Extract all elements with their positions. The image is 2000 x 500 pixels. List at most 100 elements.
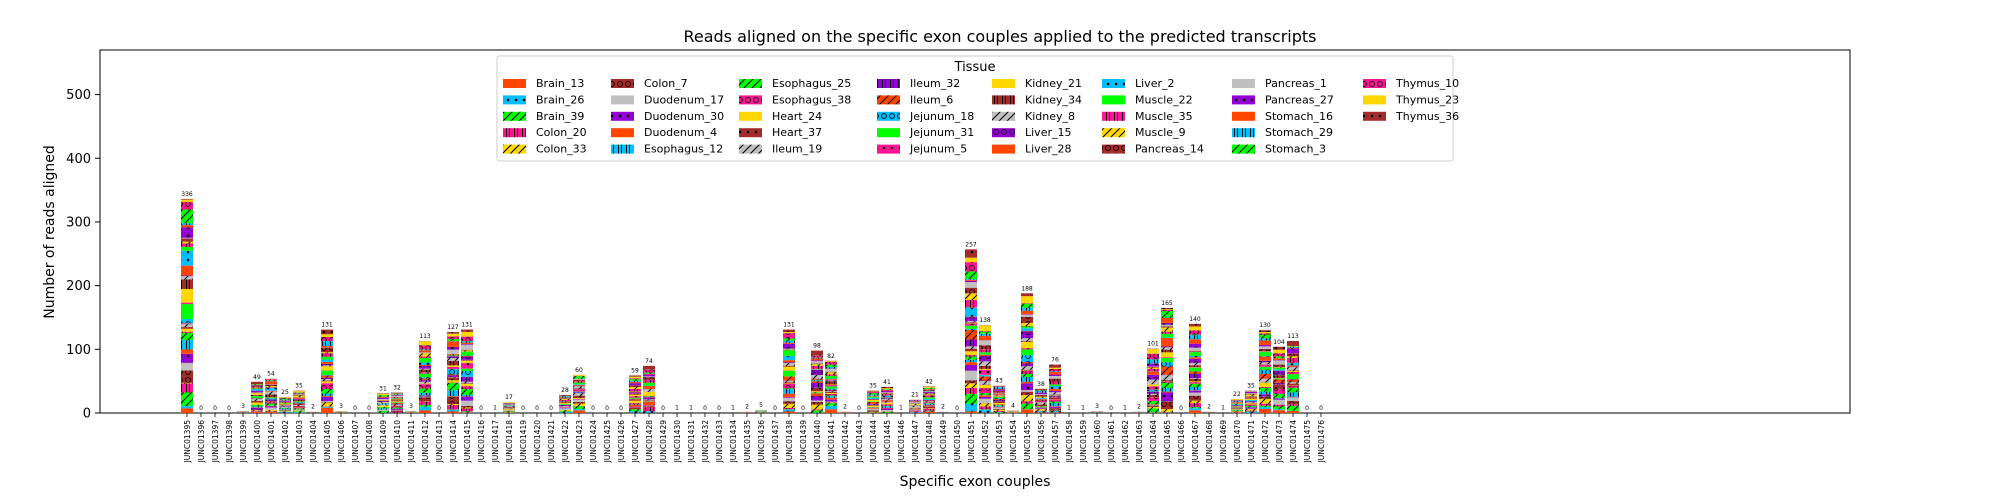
- legend-swatch: [1102, 144, 1125, 154]
- bar-segment: [979, 396, 991, 399]
- bar-segment: [1021, 316, 1033, 323]
- bar-total-label: 21: [911, 392, 919, 399]
- bar-segment: [811, 387, 823, 392]
- bar-segment: [1273, 353, 1285, 357]
- bar-segment: [881, 402, 893, 405]
- bar-total-label: 0: [955, 405, 959, 412]
- bar-segment: [391, 402, 403, 404]
- bar-segment: [181, 408, 193, 413]
- bar-segment: [881, 388, 893, 390]
- bar-segment: [1049, 367, 1061, 370]
- bar-segment: [391, 401, 403, 402]
- bar-segment: [923, 398, 935, 400]
- legend-label: Liver_28: [1025, 143, 1071, 156]
- bar-stack: [923, 386, 935, 413]
- bar-segment: [881, 410, 893, 412]
- bar-segment: [1189, 334, 1201, 336]
- bar-segment: [783, 383, 795, 389]
- bar-segment: [321, 353, 333, 357]
- bar-segment: [293, 393, 305, 395]
- x-tick-label: JUNC01419: [519, 420, 528, 464]
- legend-swatch: [877, 111, 900, 121]
- bar-segment: [391, 411, 403, 413]
- bar-segment: [965, 339, 977, 347]
- bar-segment: [461, 389, 473, 395]
- bar-segment: [181, 246, 193, 251]
- bar-segment: [811, 363, 823, 365]
- bar-segment: [447, 336, 459, 339]
- bar-segment: [1287, 404, 1299, 406]
- bar-segment: [293, 405, 305, 407]
- bar-segment: [965, 249, 977, 258]
- bar-segment: [629, 404, 641, 407]
- bar-segment: [643, 407, 655, 412]
- bar-segment: [909, 406, 921, 408]
- bar-stack: [629, 375, 641, 413]
- bar-segment: [909, 408, 921, 410]
- bar-segment: [447, 382, 459, 391]
- bar-segment: [993, 406, 1005, 408]
- bar-segment: [811, 392, 823, 394]
- bar-segment: [1161, 387, 1173, 392]
- bar-segment: [377, 397, 389, 400]
- bar-segment: [461, 356, 473, 360]
- bar-segment: [321, 356, 333, 360]
- bar-segment: [811, 361, 823, 364]
- bar-segment: [419, 378, 431, 381]
- bar-segment: [783, 409, 795, 412]
- bar-segment: [979, 376, 991, 381]
- legend-item: Liver_2: [1102, 77, 1174, 90]
- bar-total-label: 101: [1147, 341, 1159, 348]
- bar-segment: [181, 276, 193, 280]
- bar-segment: [181, 227, 193, 238]
- bar-segment: [1021, 403, 1033, 410]
- bar-segment: [1161, 327, 1173, 332]
- bar-segment: [181, 353, 193, 363]
- legend-label: Thymus_10: [1395, 77, 1459, 90]
- bar-total-label: 1: [1221, 404, 1225, 411]
- bar-segment: [881, 393, 893, 395]
- bar-stack: [251, 381, 263, 413]
- bar-segment: [811, 409, 823, 411]
- bar-segment: [867, 390, 879, 392]
- bar-segment: [419, 349, 431, 351]
- bar-segment: [1035, 392, 1047, 395]
- bar-segment: [1273, 358, 1285, 360]
- legend-swatch: [1232, 111, 1255, 121]
- legend-label: Esophagus_25: [772, 77, 851, 90]
- bar-segment: [1035, 388, 1047, 390]
- bar-segment: [1231, 399, 1243, 400]
- bar-segment: [265, 411, 277, 413]
- bar-segment: [629, 403, 641, 405]
- bar-segment: [1231, 399, 1243, 401]
- bar-segment: [1273, 393, 1285, 398]
- bar-segment: [1287, 397, 1299, 402]
- bar-segment: [447, 375, 459, 377]
- bar-segment: [1021, 331, 1033, 339]
- bar-segment: [293, 410, 305, 411]
- bar-segment: [461, 363, 473, 369]
- legend-item: Thymus_10: [1363, 77, 1459, 90]
- bar-segment: [629, 379, 641, 381]
- bar-segment: [1161, 391, 1173, 393]
- bar-segment: [909, 402, 921, 404]
- bar-segment: [1161, 318, 1173, 323]
- bar-total-label: 2: [1207, 404, 1211, 411]
- bar-segment: [979, 331, 991, 332]
- legend-label: Jejunum_18: [909, 110, 974, 123]
- bar-segment: [265, 380, 277, 382]
- legend-label: Jejunum_5: [909, 143, 967, 156]
- bar-segment: [811, 364, 823, 366]
- bar-segment: [279, 409, 291, 411]
- legend-swatch: [503, 79, 526, 88]
- bar-total-label: 0: [1319, 405, 1323, 412]
- bar-segment: [559, 404, 571, 405]
- legend-label: Kidney_21: [1025, 77, 1082, 90]
- bar-segment: [867, 394, 879, 396]
- bar-total-label: 1: [731, 404, 735, 411]
- bar-segment: [1189, 383, 1201, 387]
- x-tick-label: JUNC01430: [673, 420, 682, 464]
- bar-segment: [1147, 394, 1159, 398]
- x-tick-label: JUNC01476: [1317, 420, 1326, 464]
- bar-segment: [1259, 386, 1271, 388]
